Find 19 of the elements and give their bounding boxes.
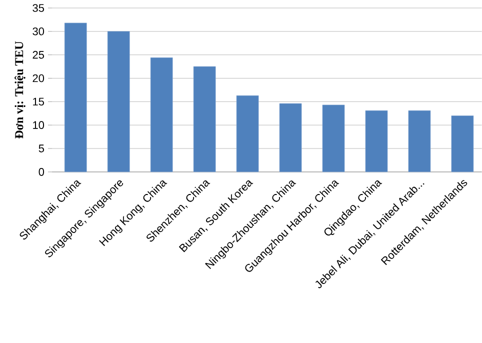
y-tick-label: 30 xyxy=(32,28,44,36)
y-tick-label: 10 xyxy=(33,121,44,130)
y-tick-label: 25 xyxy=(32,51,44,59)
bar xyxy=(150,58,173,172)
y-tick-label: 0 xyxy=(38,168,44,176)
bar xyxy=(64,22,87,172)
bar xyxy=(408,110,431,172)
y-tick-label: 5 xyxy=(38,144,44,152)
y-tick-label: 15 xyxy=(33,98,44,106)
bar xyxy=(236,95,259,172)
bar xyxy=(107,31,130,172)
bar xyxy=(279,103,302,172)
y-axis-title: Đơn vị: Triệu TEU xyxy=(14,41,26,139)
bar xyxy=(322,104,345,172)
y-tick-label: 35 xyxy=(32,4,44,12)
bar xyxy=(365,110,388,172)
y-tick-label: 20 xyxy=(32,74,44,82)
bar xyxy=(451,116,474,172)
bar xyxy=(193,66,216,172)
